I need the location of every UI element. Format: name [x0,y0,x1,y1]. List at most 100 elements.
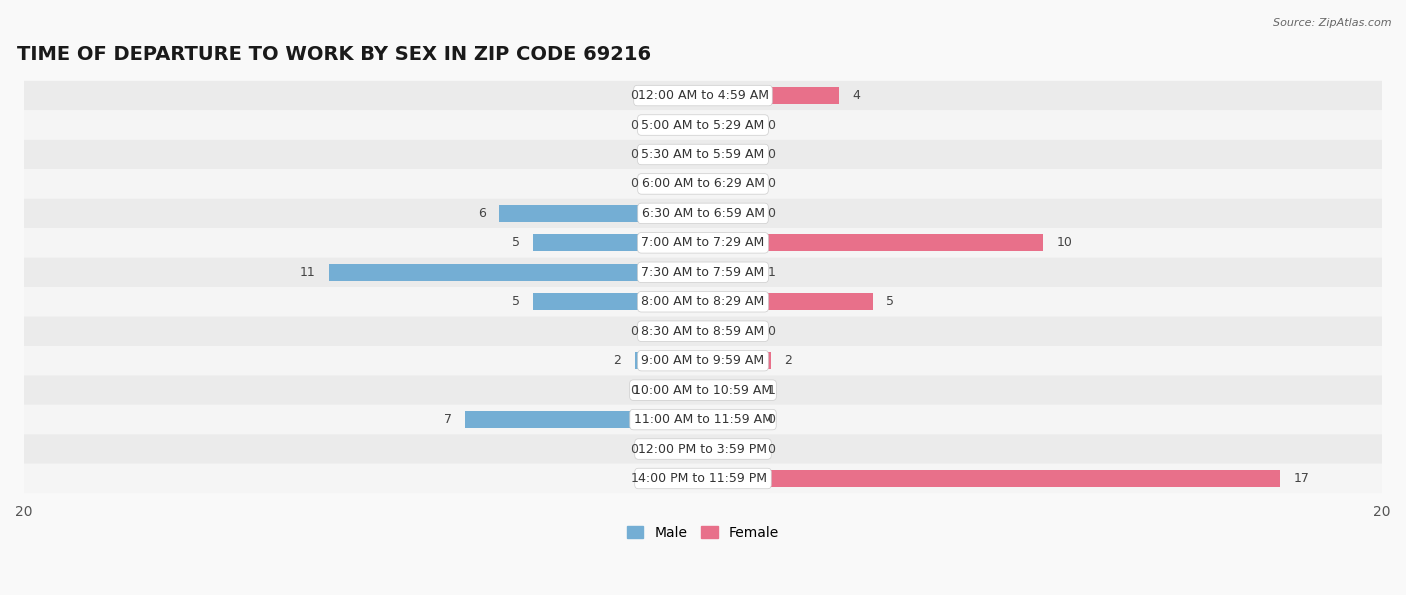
Text: 1: 1 [631,472,638,485]
Text: 0: 0 [630,325,638,338]
FancyBboxPatch shape [24,346,1382,375]
Text: 11: 11 [299,266,316,279]
FancyBboxPatch shape [24,464,1382,493]
FancyBboxPatch shape [24,81,1382,110]
Bar [703,117,754,133]
Legend: Male, Female: Male, Female [621,521,785,546]
Text: 10:00 AM to 10:59 AM: 10:00 AM to 10:59 AM [634,384,772,397]
Text: 12:00 AM to 4:59 AM: 12:00 AM to 4:59 AM [637,89,769,102]
FancyBboxPatch shape [24,199,1382,228]
Bar [533,293,703,311]
Text: 5: 5 [886,295,894,308]
Text: 0: 0 [768,413,776,426]
Text: 7: 7 [444,413,451,426]
Bar [652,176,703,192]
Bar [703,381,737,399]
Bar [533,234,703,251]
Text: 0: 0 [768,443,776,456]
Text: 0: 0 [768,207,776,220]
Text: Source: ZipAtlas.com: Source: ZipAtlas.com [1274,18,1392,28]
Text: 8:30 AM to 8:59 AM: 8:30 AM to 8:59 AM [641,325,765,338]
Text: 12:00 PM to 3:59 PM: 12:00 PM to 3:59 PM [638,443,768,456]
Bar [703,293,873,311]
Text: 0: 0 [630,384,638,397]
Bar [703,234,1043,251]
Bar [703,87,839,104]
Bar [703,234,1043,251]
Text: 2: 2 [785,354,793,367]
Bar [703,205,754,222]
Text: 0: 0 [630,118,638,131]
FancyBboxPatch shape [24,287,1382,317]
Bar [703,293,873,311]
Text: 5:30 AM to 5:59 AM: 5:30 AM to 5:59 AM [641,148,765,161]
Text: 0: 0 [630,89,638,102]
Bar [652,87,703,104]
Text: 7:30 AM to 7:59 AM: 7:30 AM to 7:59 AM [641,266,765,279]
Text: 2: 2 [613,354,621,367]
Text: 0: 0 [630,443,638,456]
FancyBboxPatch shape [24,405,1382,434]
Bar [465,411,703,428]
Bar [329,264,703,281]
Bar [499,205,703,222]
Text: 6:00 AM to 6:29 AM: 6:00 AM to 6:29 AM [641,177,765,190]
Bar [669,470,703,487]
FancyBboxPatch shape [24,317,1382,346]
Bar [533,293,703,311]
Text: 7:00 AM to 7:29 AM: 7:00 AM to 7:29 AM [641,236,765,249]
Bar [329,264,703,281]
Bar [703,146,754,163]
Bar [636,352,703,369]
Text: 10: 10 [1056,236,1073,249]
Text: 8:00 AM to 8:29 AM: 8:00 AM to 8:29 AM [641,295,765,308]
Text: 1: 1 [768,384,775,397]
Text: 0: 0 [768,177,776,190]
Text: 17: 17 [1294,472,1310,485]
Text: 0: 0 [768,148,776,161]
FancyBboxPatch shape [24,140,1382,169]
Bar [652,381,703,399]
Text: 11:00 AM to 11:59 AM: 11:00 AM to 11:59 AM [634,413,772,426]
Text: 6:30 AM to 6:59 AM: 6:30 AM to 6:59 AM [641,207,765,220]
Text: 5: 5 [512,295,520,308]
Text: 5: 5 [512,236,520,249]
Bar [652,322,703,340]
Text: 0: 0 [630,148,638,161]
FancyBboxPatch shape [24,169,1382,199]
Text: 0: 0 [768,325,776,338]
Bar [652,146,703,163]
Bar [652,440,703,458]
Text: 0: 0 [630,177,638,190]
Text: 4:00 PM to 11:59 PM: 4:00 PM to 11:59 PM [638,472,768,485]
Bar [652,470,703,487]
Text: 1: 1 [768,266,775,279]
Bar [652,117,703,133]
Text: 6: 6 [478,207,485,220]
FancyBboxPatch shape [24,110,1382,140]
Bar [703,470,1281,487]
Bar [703,411,754,428]
FancyBboxPatch shape [24,375,1382,405]
Bar [703,176,754,192]
Bar [703,322,754,340]
FancyBboxPatch shape [24,228,1382,258]
Bar [499,205,703,222]
FancyBboxPatch shape [24,434,1382,464]
Bar [636,352,703,369]
Bar [703,264,737,281]
Text: TIME OF DEPARTURE TO WORK BY SEX IN ZIP CODE 69216: TIME OF DEPARTURE TO WORK BY SEX IN ZIP … [17,45,651,64]
Bar [465,411,703,428]
Bar [703,352,770,369]
Bar [703,470,1281,487]
Bar [703,352,770,369]
Bar [533,234,703,251]
Bar [703,381,754,399]
Text: 4: 4 [852,89,860,102]
Text: 9:00 AM to 9:59 AM: 9:00 AM to 9:59 AM [641,354,765,367]
Text: 5:00 AM to 5:29 AM: 5:00 AM to 5:29 AM [641,118,765,131]
Bar [703,440,754,458]
FancyBboxPatch shape [24,258,1382,287]
Bar [703,264,754,281]
Text: 0: 0 [768,118,776,131]
